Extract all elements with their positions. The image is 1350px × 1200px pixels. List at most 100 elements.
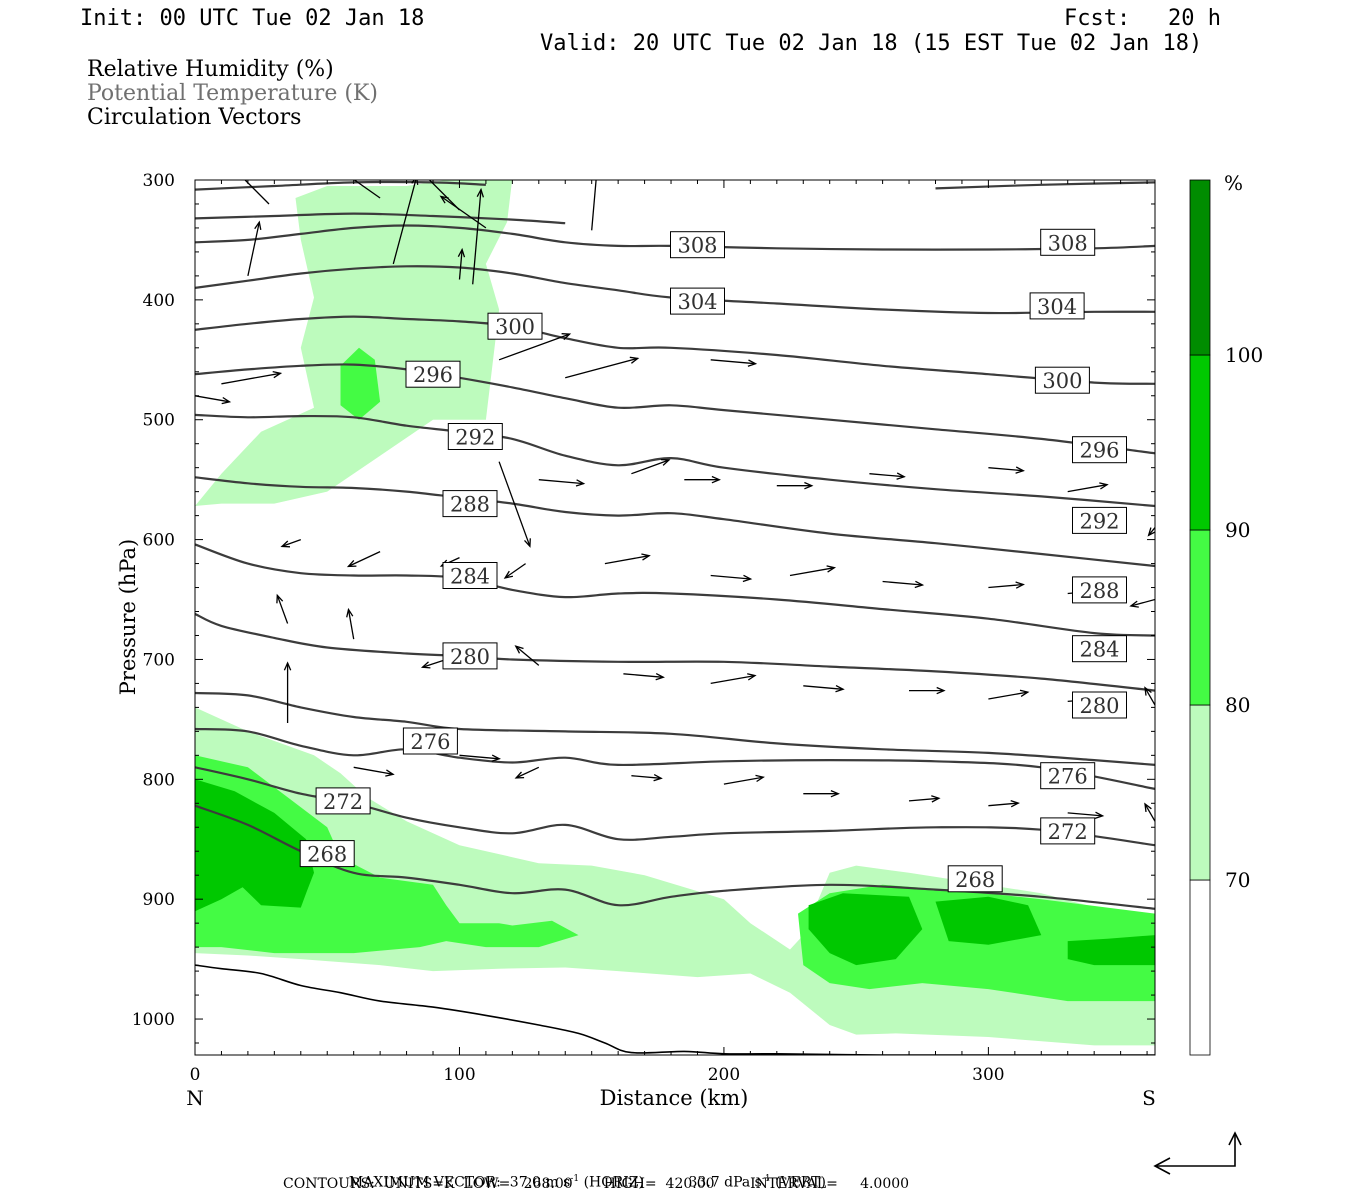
vector-head bbox=[1015, 581, 1025, 589]
contour-label: 296 bbox=[413, 363, 453, 387]
vector-shaft bbox=[710, 574, 751, 580]
vector-head bbox=[1019, 689, 1030, 697]
contour-label-box bbox=[1040, 228, 1096, 256]
max-vector-sup: -1 bbox=[570, 1174, 580, 1184]
contour-label-box bbox=[1040, 762, 1096, 790]
vector-shaft bbox=[428, 180, 460, 211]
vector-shaft bbox=[498, 461, 531, 547]
circulation-vector bbox=[472, 187, 485, 285]
legend-vectors: Circulation Vectors bbox=[87, 105, 302, 130]
contour-label-box bbox=[315, 787, 371, 815]
circulation-vector bbox=[623, 673, 665, 681]
vector-head bbox=[655, 673, 665, 681]
contour-label: 288 bbox=[450, 493, 490, 517]
contour-label-box bbox=[670, 287, 725, 315]
circulation-vector bbox=[591, 180, 597, 231]
x-tick-label: 0 bbox=[190, 1065, 201, 1085]
contour-label: 300 bbox=[1042, 369, 1082, 393]
theta-contour-276 bbox=[195, 727, 1155, 790]
circulation-vector bbox=[410, 161, 460, 211]
circulation-vector bbox=[283, 661, 292, 723]
vector-shaft bbox=[631, 775, 662, 779]
circulation-vector bbox=[803, 685, 845, 693]
theta-contour-304 bbox=[195, 265, 1155, 315]
theta-contour-292 bbox=[195, 413, 1155, 508]
theta-contour-320 bbox=[935, 181, 1155, 190]
footer-contours: CONTOURS: UNITS=K LOW= 268.00 HIGH= 420.… bbox=[283, 1176, 910, 1192]
contour-label-box bbox=[1072, 506, 1127, 534]
vector-shaft bbox=[710, 674, 756, 685]
vector-head bbox=[896, 472, 906, 480]
circulation-vector bbox=[710, 673, 757, 685]
vector-shaft bbox=[803, 685, 844, 690]
circulation-vector bbox=[353, 766, 395, 777]
theta-contour-layer bbox=[195, 180, 1155, 910]
vector-shaft bbox=[723, 776, 764, 785]
contour-label: 276 bbox=[1048, 765, 1088, 789]
vector-head bbox=[755, 774, 765, 783]
vector-shaft bbox=[1067, 812, 1103, 817]
contour-label-layer: 268 268 272 272 276 276 280 284 288 292 296 300 304 3… bbox=[299, 228, 1127, 893]
vector-head bbox=[420, 661, 431, 669]
contour-label-box bbox=[442, 490, 498, 518]
vector-shaft bbox=[498, 333, 570, 361]
vector-shaft bbox=[459, 754, 500, 760]
vector-head bbox=[167, 596, 175, 602]
vector-shaft bbox=[1130, 598, 1155, 607]
y-tick-label: 600 bbox=[143, 531, 175, 551]
circulation-vector bbox=[908, 795, 941, 803]
theta-contour-284 bbox=[195, 543, 1155, 637]
theta-contour-312 bbox=[195, 212, 566, 225]
circulation-vector bbox=[1129, 598, 1155, 608]
contour-label-box bbox=[1072, 691, 1127, 719]
circulation-vector bbox=[459, 754, 501, 762]
circulation-vector bbox=[631, 774, 663, 782]
circulation-vector bbox=[1067, 811, 1105, 820]
rh-region-70 bbox=[195, 180, 513, 506]
contour-label-box bbox=[405, 360, 461, 388]
max-vector-text: MAXIMUM VECTOR: 37.0 m s bbox=[348, 1174, 571, 1191]
circulation-vector bbox=[1067, 482, 1109, 493]
vector-shaft bbox=[515, 766, 540, 779]
vector-head bbox=[254, 220, 262, 231]
contour-label-box bbox=[1072, 436, 1127, 464]
contour-label-box bbox=[670, 231, 725, 259]
y-tick-label: 900 bbox=[143, 890, 175, 910]
circulation-vector bbox=[869, 472, 906, 480]
circulation-vector bbox=[723, 774, 765, 785]
vector-shaft bbox=[221, 372, 281, 385]
circulation-vector bbox=[244, 180, 270, 205]
contour-label: 304 bbox=[1037, 295, 1077, 319]
x-left-label: N bbox=[186, 1086, 204, 1110]
colorbar-band-80 bbox=[1189, 529, 1211, 706]
circulation-vector bbox=[684, 475, 721, 484]
theta-contour-288 bbox=[195, 476, 1155, 568]
vector-shaft bbox=[869, 473, 905, 478]
vector-head bbox=[283, 661, 292, 671]
forecast-hour: 20 h bbox=[1168, 6, 1221, 31]
vector-shaft bbox=[515, 645, 540, 666]
colorbar-band-100 bbox=[1189, 179, 1211, 356]
y-tick-label: 700 bbox=[143, 650, 175, 670]
colorbar-unit: % bbox=[1224, 171, 1243, 195]
vector-head bbox=[346, 559, 357, 568]
x-tick-label: 100 bbox=[443, 1065, 475, 1085]
vector-head bbox=[385, 769, 395, 777]
vector-shaft bbox=[195, 610, 196, 612]
valid-time: Valid: 20 UTC Tue 02 Jan 18 (15 EST Tue … bbox=[540, 31, 1203, 56]
vector-shaft bbox=[195, 395, 230, 403]
max-vector-vert-label: (VERT) bbox=[775, 1174, 826, 1191]
colorbar-level-label: 90 bbox=[1225, 518, 1250, 542]
vector-shaft bbox=[472, 189, 482, 285]
vector-head bbox=[410, 161, 417, 168]
colorbar-band-0 bbox=[1189, 879, 1211, 1056]
vector-shaft bbox=[623, 673, 664, 678]
colorbar-band-70 bbox=[1189, 704, 1211, 881]
vector-head bbox=[931, 795, 941, 803]
vector-head bbox=[1099, 482, 1109, 490]
vector-head bbox=[524, 538, 531, 548]
vector-head bbox=[1094, 811, 1105, 820]
theta-contour-308 bbox=[195, 224, 1155, 251]
circulation-vector bbox=[276, 593, 289, 624]
vector-shaft bbox=[988, 583, 1024, 589]
